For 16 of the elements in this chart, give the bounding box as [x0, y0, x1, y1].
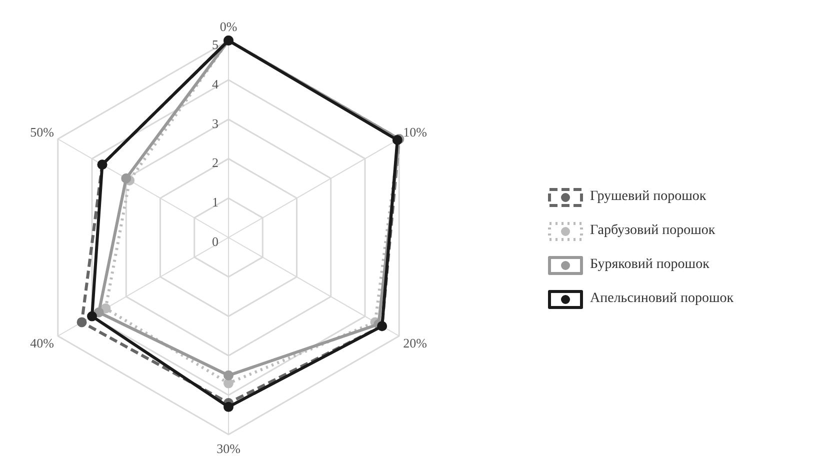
y-tick-label: 3	[212, 116, 218, 131]
spoke-label: 20%	[403, 336, 428, 350]
legend-label: Апельсиновий порошок	[590, 291, 734, 307]
y-tick-label: 0	[212, 234, 218, 249]
legend-label: Буряковий порошок	[590, 257, 710, 273]
y-tick-label: 4	[212, 76, 219, 92]
y-tick-label: 2	[212, 155, 218, 170]
y-tick-label: 5	[212, 37, 218, 52]
spoke-label: 0%	[220, 19, 238, 34]
spoke-label: 30%	[216, 441, 241, 456]
y-tick-label: 1	[212, 194, 218, 210]
legend-label: Грушевий порошок	[590, 189, 706, 205]
spoke-label: 40%	[30, 336, 54, 350]
spoke-label: 10%	[403, 124, 428, 140]
spoke-label: 50%	[30, 124, 54, 140]
legend-label: Гарбузовий порошок	[590, 223, 716, 239]
